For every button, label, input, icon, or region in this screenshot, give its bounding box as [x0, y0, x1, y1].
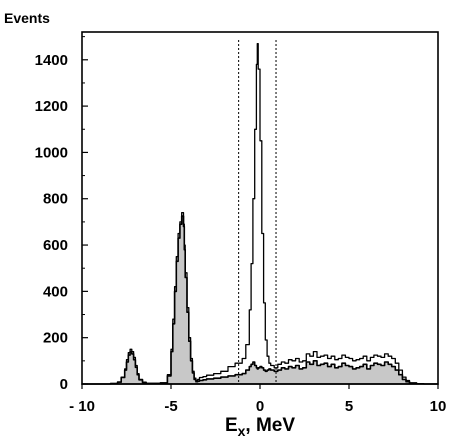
series-outline-histogram: [82, 42, 438, 385]
x-axis-title-base: E: [225, 415, 238, 436]
x-tick-label: 5: [345, 398, 353, 415]
y-tick-label: 800: [43, 191, 68, 208]
y-tick-label: 600: [43, 237, 68, 254]
x-axis-title: Ex, MeV: [225, 415, 295, 437]
x-axis-title-suffix: , MeV: [245, 415, 295, 436]
series-filled-histogram: [81, 215, 439, 385]
y-tick-label: 1400: [35, 52, 68, 69]
y-axis-title: Events: [4, 10, 50, 26]
x-tick-label: 0: [256, 398, 264, 415]
y-tick-label: 0: [60, 376, 68, 393]
x-tick-label: -5: [164, 398, 177, 415]
x-tick-label: - 10: [69, 398, 95, 415]
y-tick-label: 1200: [35, 98, 68, 115]
tick-labels: 0 200 400 600 800 1000 1200 1400 - 10 -5 0 5 10: [35, 52, 447, 415]
y-tick-label: 200: [43, 330, 68, 347]
y-tick-label: 400: [43, 283, 68, 300]
cut-lines: [238, 40, 277, 384]
x-axis-title-subscript: x: [238, 423, 246, 437]
x-tick-label: 10: [430, 398, 447, 415]
axis-ticks: [81, 36, 439, 389]
series-layer: [81, 42, 439, 385]
y-tick-label: 1000: [35, 144, 68, 161]
